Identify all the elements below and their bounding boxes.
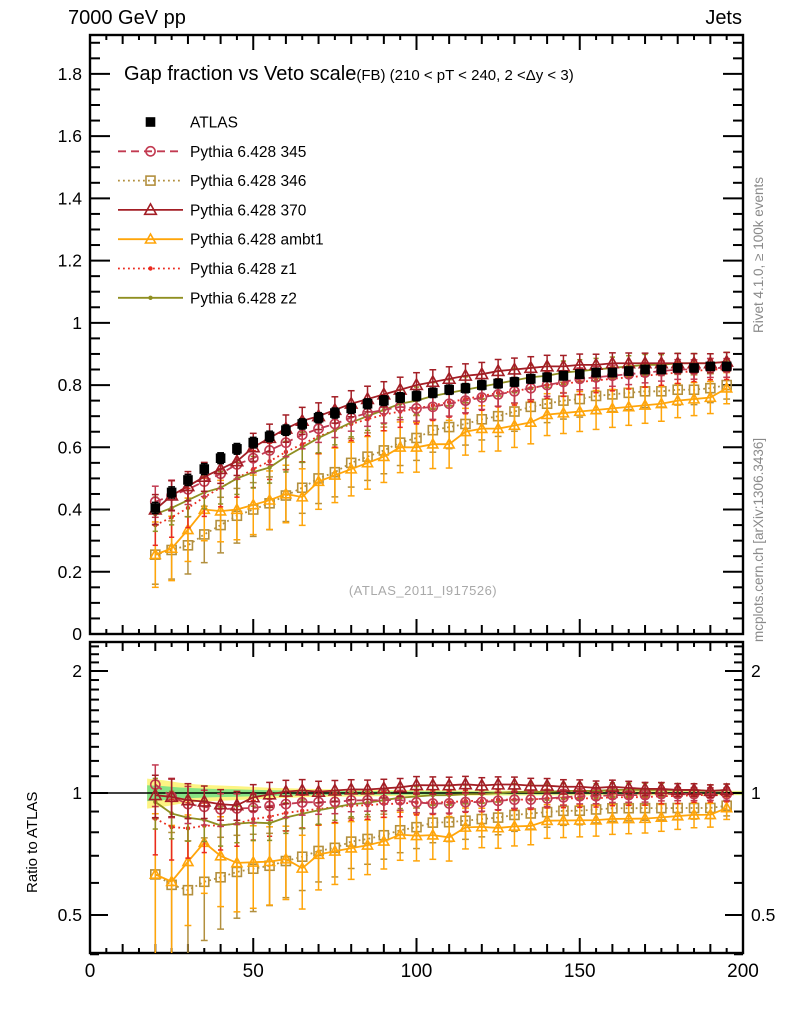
legend-item-pythia-6-428-z2: Pythia 6.428 z2 bbox=[118, 290, 297, 307]
rivet-version-label: Rivet 4.1.0, ≥ 100k events bbox=[751, 177, 766, 333]
x-tick-label: 150 bbox=[564, 961, 596, 982]
main-y-tick-label: 0.2 bbox=[58, 562, 82, 582]
legend-label-pythia-6-428-370: Pythia 6.428 370 bbox=[190, 202, 307, 219]
x-tick-label-group: 0 bbox=[85, 961, 96, 982]
main-y-tick-label-group: 0.4 bbox=[58, 500, 83, 520]
ratio-y-tick-label-right-group: 0.5 bbox=[751, 905, 775, 925]
analysis-id-watermark: (ATLAS_2011_I917526) bbox=[348, 583, 498, 598]
main-y-tick-label: 1 bbox=[72, 313, 82, 333]
legend-item-pythia-6-428-346: Pythia 6.428 346 bbox=[118, 173, 306, 190]
legend-label-pythia-6-428-ambt1: Pythia 6.428 ambt1 bbox=[190, 232, 324, 249]
series-ratio-pythia-6-428-370 bbox=[148, 774, 734, 822]
ratio-y-tick-label-right-group: 1 bbox=[751, 783, 761, 803]
series-main-pythia-6-428-345 bbox=[149, 357, 733, 519]
legend: ATLAS Pythia 6.428 345 Pythia 6.428 346 Pyt… bbox=[118, 115, 324, 307]
main-y-tick-label-group: 1.2 bbox=[58, 251, 82, 271]
main-y-tick-label-group: 0.6 bbox=[58, 437, 82, 457]
legend-item-pythia-6-428-z1: Pythia 6.428 z1 bbox=[118, 261, 297, 278]
ratio-y-tick-label-left-group: 2 bbox=[72, 661, 82, 681]
ratio-y-tick-label-left-group: 0.5 bbox=[58, 905, 82, 925]
ratio-y-tick-label-left: 1 bbox=[72, 783, 82, 803]
main-y-tick-label: 0.6 bbox=[58, 437, 82, 457]
series-main-pythia-6-428-z2 bbox=[152, 351, 730, 533]
main-y-tick-label: 1.8 bbox=[58, 64, 82, 84]
analysis-group-label: Jets bbox=[705, 7, 742, 29]
main-y-tick-label-group: 0.2 bbox=[58, 562, 82, 582]
main-y-tick-label: 0 bbox=[72, 624, 82, 644]
x-tick-label: 0 bbox=[85, 961, 96, 982]
legend-label-pythia-6-428-z2: Pythia 6.428 z2 bbox=[190, 290, 297, 307]
x-tick-label: 50 bbox=[243, 961, 264, 982]
x-tick-label-group: 200 bbox=[727, 961, 759, 982]
axis-ticks bbox=[89, 35, 744, 956]
main-y-tick-label: 1.6 bbox=[58, 126, 82, 146]
ratio-y-tick-label-right: 2 bbox=[751, 661, 761, 681]
legend-item-pythia-6-428-345: Pythia 6.428 345 bbox=[118, 144, 306, 161]
main-y-tick-label-group: 1.4 bbox=[58, 188, 83, 208]
ratio-axis-title: Ratio to ATLAS bbox=[24, 791, 41, 893]
series-ratio-pythia-6-428-ambt1 bbox=[148, 796, 734, 953]
legend-label-pythia-6-428-345: Pythia 6.428 345 bbox=[190, 144, 306, 161]
plot-title-main: Gap fraction vs Veto scale bbox=[124, 63, 357, 85]
ratio-y-tick-label-right-group: 2 bbox=[751, 661, 761, 681]
main-y-tick-label: 1.2 bbox=[58, 251, 82, 271]
legend-label-pythia-6-428-346: Pythia 6.428 346 bbox=[190, 173, 306, 190]
ratio-y-tick-label-right: 0.5 bbox=[751, 905, 775, 925]
main-y-tick-label: 1.4 bbox=[58, 188, 83, 208]
plot-title: Gap fraction vs Veto scale(FB) (210 < pT… bbox=[124, 63, 574, 86]
main-y-tick-label: 0.4 bbox=[58, 500, 83, 520]
x-tick-label-group: 150 bbox=[564, 961, 596, 982]
main-y-tick-label-group: 1 bbox=[72, 313, 82, 333]
x-tick-label-group: 100 bbox=[401, 961, 433, 982]
plot-title-details: (FB) (210 < pT < 240, 2 <Δy < 3) bbox=[356, 67, 574, 84]
ratio-y-tick-label-left: 0.5 bbox=[58, 905, 82, 925]
main-y-tick-label-group: 1.8 bbox=[58, 64, 82, 84]
legend-label-pythia-6-428-z1: Pythia 6.428 z1 bbox=[190, 261, 297, 278]
mcplots-arxiv-label: mcplots.cern.ch [arXiv:1306.3436] bbox=[751, 437, 766, 642]
legend-item-atlas: ATLAS bbox=[145, 115, 238, 132]
x-tick-label: 100 bbox=[401, 961, 433, 982]
ratio-y-tick-label-left-group: 1 bbox=[72, 783, 82, 803]
main-y-tick-label-group: 1.6 bbox=[58, 126, 82, 146]
main-y-tick-label-group: 0.8 bbox=[58, 375, 82, 395]
x-tick-label: 200 bbox=[727, 961, 759, 982]
legend-label-atlas: ATLAS bbox=[190, 115, 238, 132]
ratio-y-tick-label-left: 2 bbox=[72, 661, 82, 681]
legend-item-pythia-6-428-370: Pythia 6.428 370 bbox=[118, 202, 307, 219]
legend-item-pythia-6-428-ambt1: Pythia 6.428 ambt1 bbox=[118, 232, 324, 249]
beam-label: 7000 GeV pp bbox=[68, 7, 186, 29]
main-y-tick-label: 0.8 bbox=[58, 375, 82, 395]
series-main-atlas bbox=[150, 361, 732, 515]
x-tick-label-group: 50 bbox=[243, 961, 264, 982]
main-y-tick-label-group: 0 bbox=[72, 624, 82, 644]
ratio-y-tick-label-right: 1 bbox=[751, 783, 761, 803]
